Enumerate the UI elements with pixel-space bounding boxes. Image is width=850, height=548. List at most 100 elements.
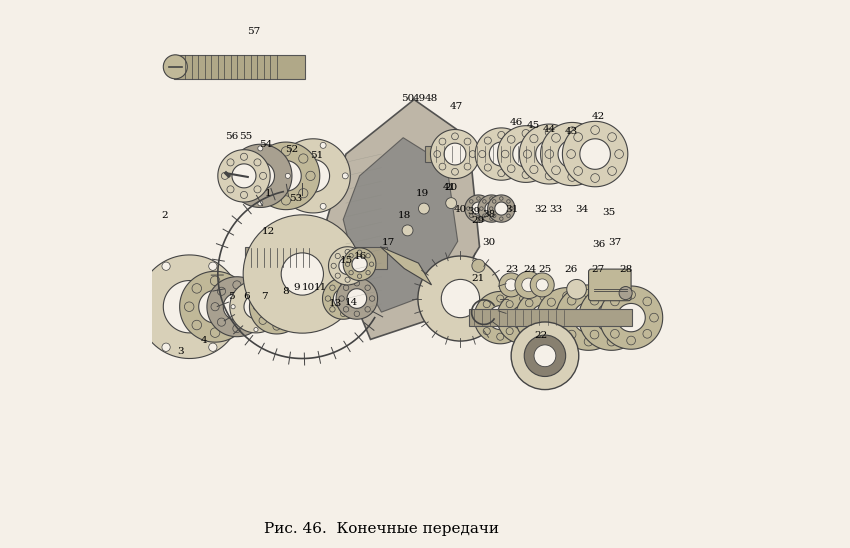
Circle shape bbox=[365, 285, 371, 290]
Polygon shape bbox=[425, 146, 610, 162]
Circle shape bbox=[568, 127, 576, 135]
Circle shape bbox=[547, 298, 555, 306]
Circle shape bbox=[248, 287, 257, 295]
Circle shape bbox=[354, 273, 360, 278]
Polygon shape bbox=[347, 289, 366, 309]
Circle shape bbox=[253, 303, 261, 311]
Polygon shape bbox=[303, 285, 324, 307]
Circle shape bbox=[418, 256, 503, 341]
Circle shape bbox=[591, 174, 599, 182]
Text: 9: 9 bbox=[293, 283, 300, 292]
Circle shape bbox=[359, 263, 364, 269]
Polygon shape bbox=[179, 271, 251, 342]
Circle shape bbox=[477, 217, 480, 220]
Text: 39: 39 bbox=[468, 207, 481, 216]
Circle shape bbox=[464, 163, 471, 170]
Circle shape bbox=[608, 133, 616, 141]
Text: 47: 47 bbox=[450, 101, 463, 111]
Circle shape bbox=[281, 147, 291, 156]
Polygon shape bbox=[264, 295, 289, 319]
Polygon shape bbox=[472, 202, 485, 215]
Circle shape bbox=[477, 197, 480, 200]
Polygon shape bbox=[580, 139, 610, 169]
Circle shape bbox=[472, 259, 485, 272]
Circle shape bbox=[543, 150, 551, 158]
Circle shape bbox=[492, 199, 496, 203]
Circle shape bbox=[510, 328, 518, 335]
Text: 30: 30 bbox=[483, 238, 496, 247]
Polygon shape bbox=[138, 255, 241, 358]
Circle shape bbox=[351, 306, 357, 312]
Circle shape bbox=[254, 159, 261, 166]
Polygon shape bbox=[174, 55, 305, 79]
Circle shape bbox=[483, 301, 490, 307]
Text: 52: 52 bbox=[285, 145, 298, 154]
Polygon shape bbox=[285, 285, 306, 307]
Circle shape bbox=[139, 302, 147, 311]
Circle shape bbox=[221, 172, 229, 179]
Circle shape bbox=[584, 337, 593, 346]
Circle shape bbox=[584, 134, 592, 142]
Circle shape bbox=[418, 203, 429, 214]
Text: 3: 3 bbox=[178, 347, 184, 356]
Polygon shape bbox=[207, 277, 267, 336]
Circle shape bbox=[306, 171, 315, 180]
Circle shape bbox=[601, 296, 610, 305]
Polygon shape bbox=[530, 305, 557, 330]
Circle shape bbox=[561, 165, 569, 174]
Circle shape bbox=[294, 302, 297, 305]
Text: 16: 16 bbox=[354, 252, 367, 261]
Circle shape bbox=[469, 199, 473, 203]
Circle shape bbox=[241, 191, 247, 198]
Polygon shape bbox=[199, 290, 231, 323]
Circle shape bbox=[483, 328, 490, 335]
Circle shape bbox=[255, 302, 263, 311]
Polygon shape bbox=[336, 278, 377, 319]
Circle shape bbox=[561, 135, 569, 142]
Circle shape bbox=[315, 300, 319, 303]
Circle shape bbox=[525, 299, 533, 307]
Text: 38: 38 bbox=[483, 209, 496, 219]
Circle shape bbox=[299, 289, 303, 292]
Circle shape bbox=[591, 150, 599, 158]
Circle shape bbox=[510, 301, 518, 307]
Circle shape bbox=[303, 302, 305, 305]
Circle shape bbox=[184, 302, 194, 311]
Circle shape bbox=[339, 296, 344, 301]
Circle shape bbox=[162, 262, 170, 270]
Text: 54: 54 bbox=[259, 140, 272, 149]
Text: 48: 48 bbox=[425, 94, 438, 103]
Text: 34: 34 bbox=[575, 205, 589, 214]
Circle shape bbox=[335, 273, 340, 278]
Circle shape bbox=[163, 55, 187, 79]
Circle shape bbox=[330, 285, 335, 290]
Circle shape bbox=[343, 285, 348, 290]
Circle shape bbox=[366, 271, 371, 275]
Circle shape bbox=[315, 289, 319, 292]
Text: 18: 18 bbox=[398, 210, 411, 220]
Polygon shape bbox=[599, 286, 663, 349]
Circle shape bbox=[510, 207, 513, 210]
Circle shape bbox=[624, 330, 632, 339]
Circle shape bbox=[285, 192, 290, 198]
Circle shape bbox=[264, 189, 273, 198]
Circle shape bbox=[479, 207, 483, 210]
Circle shape bbox=[439, 138, 446, 145]
Circle shape bbox=[297, 289, 300, 292]
Polygon shape bbox=[218, 150, 270, 202]
Circle shape bbox=[496, 333, 504, 340]
Text: 28: 28 bbox=[619, 265, 632, 274]
Polygon shape bbox=[478, 195, 505, 222]
Circle shape bbox=[317, 289, 320, 292]
Polygon shape bbox=[246, 162, 275, 190]
Circle shape bbox=[326, 300, 330, 303]
Circle shape bbox=[567, 296, 576, 305]
Circle shape bbox=[567, 150, 575, 158]
Circle shape bbox=[567, 150, 575, 158]
Circle shape bbox=[501, 314, 507, 321]
Circle shape bbox=[292, 303, 300, 311]
Circle shape bbox=[536, 135, 544, 143]
Circle shape bbox=[464, 138, 471, 145]
Polygon shape bbox=[553, 304, 581, 331]
Circle shape bbox=[591, 125, 599, 134]
